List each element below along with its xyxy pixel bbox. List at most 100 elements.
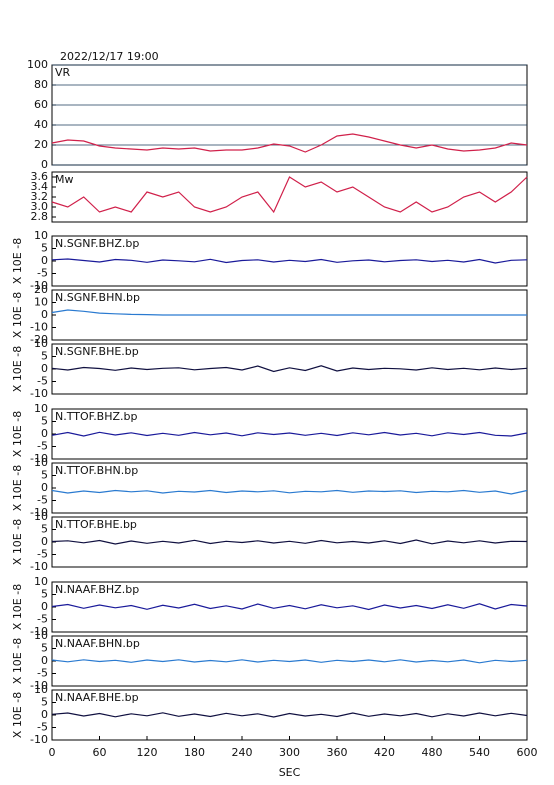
- x-tick-label: 360: [327, 746, 348, 759]
- y-axis-label: X 10E -8: [11, 584, 24, 630]
- y-tick-label: 3.2: [31, 190, 49, 203]
- y-tick-label: 5: [41, 415, 48, 428]
- y-tick-label: 5: [41, 696, 48, 709]
- y-axis-label: X 10E -8: [11, 346, 24, 392]
- y-tick-label: 80: [34, 78, 48, 91]
- x-tick-label: 120: [137, 746, 158, 759]
- y-tick-label: -10: [30, 387, 48, 400]
- y-tick-label: -5: [37, 548, 48, 561]
- y-tick-label: 5: [41, 469, 48, 482]
- y-tick-label: -20: [30, 333, 48, 346]
- y-tick-label: 10: [34, 575, 48, 588]
- y-tick-label: -5: [37, 494, 48, 507]
- y-tick-label: 10: [34, 629, 48, 642]
- x-tick-label: 180: [184, 746, 205, 759]
- trace: [51, 489, 528, 495]
- y-tick-label: -5: [37, 613, 48, 626]
- y-axis-label: X 10E -8: [11, 411, 24, 457]
- y-tick-label: 10: [34, 296, 48, 309]
- x-axis-label: SEC: [279, 766, 301, 779]
- y-tick-label: 5: [41, 588, 48, 601]
- y-tick-label: 10: [34, 683, 48, 696]
- y-tick-label: 10: [34, 402, 48, 415]
- trace-label: N.SGNF.BHN.bp: [55, 291, 140, 304]
- y-tick-label: 40: [34, 118, 48, 131]
- y-tick-label: 20: [34, 138, 48, 151]
- x-tick-label: 540: [469, 746, 490, 759]
- y-tick-label: 5: [41, 642, 48, 655]
- y-tick-label: -10: [30, 625, 48, 638]
- y-tick-label: 0: [41, 158, 48, 171]
- y-axis-label: X 10E -8: [11, 519, 24, 565]
- trace: [51, 712, 528, 718]
- trace-label: N.NAAF.BHE.bp: [55, 691, 139, 704]
- y-tick-label: -5: [37, 721, 48, 734]
- y-tick-label: 60: [34, 98, 48, 111]
- y-tick-label: -5: [37, 267, 48, 280]
- y-tick-label: -10: [30, 679, 48, 692]
- trace: [51, 431, 528, 437]
- y-tick-label: -10: [30, 452, 48, 465]
- y-tick-label: 10: [34, 229, 48, 242]
- trace-label: VR: [55, 66, 71, 79]
- trace: [51, 539, 528, 545]
- trace: [51, 309, 527, 316]
- y-tick-label: 3.6: [31, 170, 49, 183]
- y-tick-label: 0: [41, 362, 48, 375]
- trace-label: N.SGNF.BHZ.bp: [55, 237, 139, 250]
- x-tick-label: 600: [517, 746, 538, 759]
- y-tick-label: 0: [41, 535, 48, 548]
- y-axis-label: X 10E -8: [11, 638, 24, 684]
- y-tick-label: -10: [30, 279, 48, 292]
- trace-label: N.TTOF.BHE.bp: [55, 518, 137, 531]
- trace: [51, 365, 528, 373]
- y-tick-label: 5: [41, 350, 48, 363]
- y-tick-label: 3.4: [31, 180, 49, 193]
- trace-label: N.TTOF.BHN.bp: [55, 464, 138, 477]
- y-tick-label: 3.0: [31, 200, 49, 213]
- trace-label: N.NAAF.BHZ.bp: [55, 583, 139, 596]
- y-tick-label: 10: [34, 510, 48, 523]
- y-tick-label: 0: [41, 308, 48, 321]
- y-tick-label: -10: [30, 321, 48, 334]
- trace-label: N.SGNF.BHE.bp: [55, 345, 139, 358]
- chart-title: 2022/12/17 19:00: [60, 50, 159, 63]
- y-tick-label: 5: [41, 242, 48, 255]
- trace: [51, 258, 528, 264]
- y-tick-label: 2.8: [31, 210, 49, 223]
- x-tick-label: 480: [422, 746, 443, 759]
- y-tick-label: -5: [37, 667, 48, 680]
- x-tick-label: 300: [279, 746, 300, 759]
- y-axis-label: X 10E -8: [11, 238, 24, 284]
- y-tick-label: -10: [30, 560, 48, 573]
- y-tick-label: -5: [37, 440, 48, 453]
- trace-label: N.TTOF.BHZ.bp: [55, 410, 138, 423]
- x-tick-label: 240: [232, 746, 253, 759]
- x-tick-label: 60: [93, 746, 107, 759]
- y-tick-label: -5: [37, 375, 48, 388]
- panel-frame: [51, 171, 528, 223]
- y-tick-label: 20: [34, 283, 48, 296]
- trace: [51, 133, 528, 153]
- y-axis-label: X 10E -8: [11, 465, 24, 511]
- y-tick-label: 0: [41, 254, 48, 267]
- y-tick-label: 0: [41, 427, 48, 440]
- y-axis-label: X 10E -8: [11, 692, 24, 738]
- y-tick-label: 100: [27, 58, 48, 71]
- y-tick-label: -10: [30, 733, 48, 746]
- y-tick-label: 0: [41, 708, 48, 721]
- x-tick-label: 0: [49, 746, 56, 759]
- trace: [51, 176, 528, 214]
- y-tick-label: 0: [41, 481, 48, 494]
- y-tick-label: -10: [30, 506, 48, 519]
- y-tick-label: 0: [41, 600, 48, 613]
- trace-label: N.NAAF.BHN.bp: [55, 637, 140, 650]
- y-axis-label: X 10E -8: [11, 292, 24, 338]
- x-tick-label: 420: [374, 746, 395, 759]
- trace: [51, 659, 528, 664]
- y-tick-label: 10: [34, 456, 48, 469]
- trace-label: Mw: [55, 173, 74, 186]
- y-tick-label: 0: [41, 654, 48, 667]
- trace: [51, 603, 528, 611]
